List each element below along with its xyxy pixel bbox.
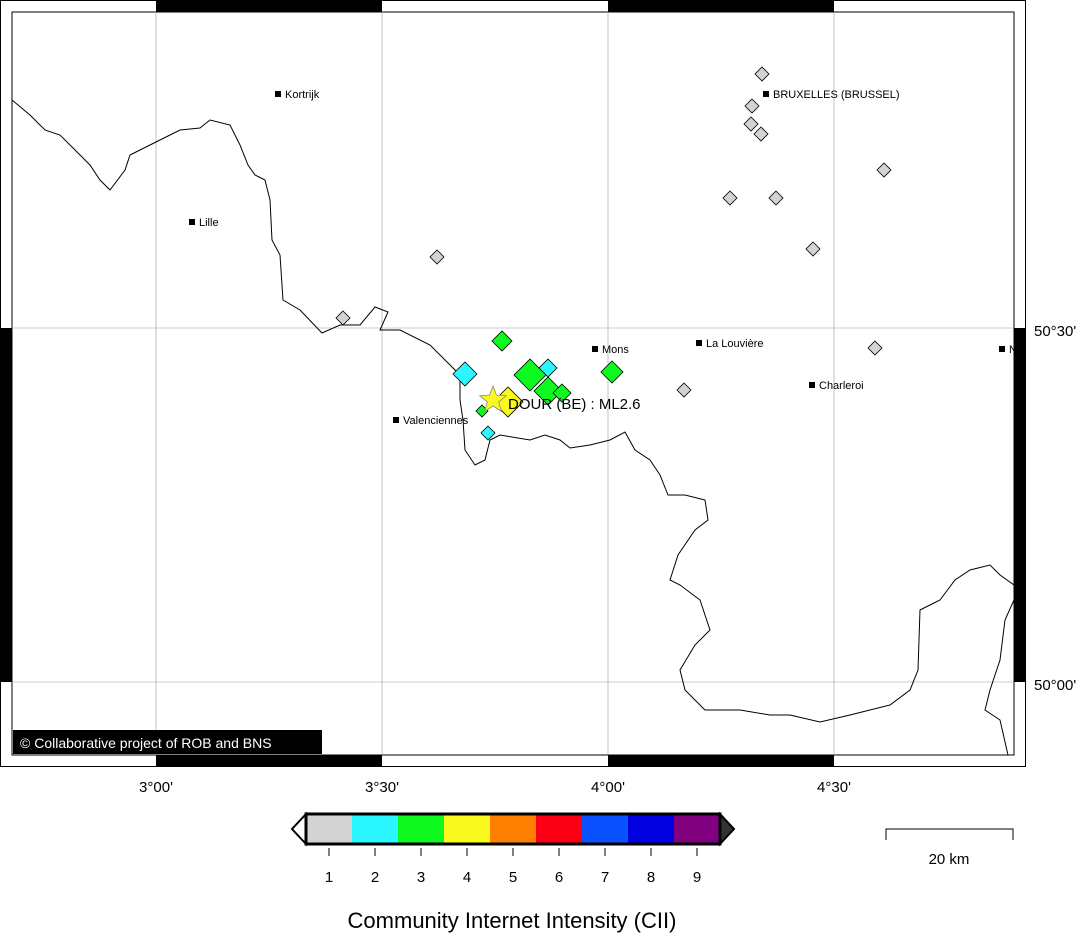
lon-label: 3°00': [139, 779, 173, 796]
scale-bar: [885, 828, 1014, 840]
intensity-report-diamond: [805, 241, 821, 257]
lon-label: 4°30': [817, 779, 851, 796]
intensity-report-diamond: [676, 382, 692, 398]
intensity-report-diamond: [744, 98, 760, 114]
intensity-report-diamond: [335, 310, 351, 326]
intensity-report-diamond: [480, 425, 496, 441]
legend-swatch: [398, 814, 444, 844]
lat-label: 50°30': [1034, 323, 1076, 340]
copyright-text: © Collaborative project of ROB and BNS: [20, 735, 272, 751]
intensity-report-diamond: [754, 66, 770, 82]
intensity-report-diamond: [743, 116, 759, 132]
border-line: [984, 599, 1014, 755]
intensity-report-diamond: [552, 383, 572, 403]
city-marker-icon: [763, 91, 769, 97]
lon-label: 3°30': [365, 779, 399, 796]
legend-label: 8: [647, 869, 655, 886]
city-label: Mons: [602, 344, 629, 356]
intensity-report-diamond: [867, 340, 883, 356]
epicenter-label: DOUR (BE) : ML2.6: [508, 396, 641, 413]
legend-swatch: [536, 814, 582, 844]
scale-bar-label: 20 km: [929, 851, 970, 868]
legend-border: [304, 812, 722, 846]
legend-label: 1: [325, 869, 333, 886]
cities: Kortrijk BRUXELLES (BRUSSEL) Lille Mons La L…: [189, 89, 1017, 427]
frame-bands: [1, 1, 1025, 766]
intensity-report-diamond: [429, 249, 445, 265]
intensity-reports: [335, 66, 892, 441]
city-label: Lille: [199, 217, 219, 229]
intensity-report-diamond: [876, 162, 892, 178]
intensity-report-diamond: [513, 358, 547, 392]
intensity-report-diamond: [491, 330, 513, 352]
city-label: N: [1009, 344, 1017, 356]
city-marker-icon: [275, 91, 281, 97]
legend-swatch: [582, 814, 628, 844]
city-marker-icon: [999, 346, 1005, 352]
epicenter-star-icon: [478, 384, 508, 413]
city-label: La Louvière: [706, 338, 764, 350]
legend-label: 9: [693, 869, 701, 886]
intensity-report-diamond: [722, 190, 738, 206]
copyright-box: [13, 730, 322, 754]
intensity-report-diamond: [533, 376, 563, 406]
legend-label: 5: [509, 869, 517, 886]
legend-label: 4: [463, 869, 471, 886]
legend-under-arrow: [290, 811, 307, 847]
city-marker-icon: [189, 219, 195, 225]
city-label: BRUXELLES (BRUSSEL): [773, 89, 900, 101]
country-borders: [12, 99, 1014, 755]
legend-over-arrow: [719, 811, 736, 847]
city-marker-icon: [592, 346, 598, 352]
legend-swatch: [306, 814, 352, 844]
legend-swatch: [352, 814, 398, 844]
city-marker-icon: [696, 340, 702, 346]
intensity-report-diamond: [753, 126, 769, 142]
graticule: [12, 12, 1014, 755]
city-label: Valenciennes: [403, 415, 469, 427]
intensity-report-diamond: [452, 361, 478, 387]
legend-label: 2: [371, 869, 379, 886]
color-legend: 1 2 3 4 5 6 7 8 9: [290, 811, 736, 886]
intensity-report-diamond: [600, 360, 624, 384]
legend-label: 7: [601, 869, 609, 886]
city-label: Charleroi: [819, 380, 864, 392]
lat-label: 50°00': [1034, 677, 1076, 694]
intensity-report-diamond: [768, 190, 784, 206]
city-label: Kortrijk: [285, 89, 320, 101]
legend-swatch: [490, 814, 536, 844]
map-frame-outer: [0, 0, 1026, 767]
map-frame-inner: [11, 11, 1015, 756]
legend-swatch: [444, 814, 490, 844]
border-line: [12, 99, 1014, 723]
legend-label: 3: [417, 869, 425, 886]
city-marker-icon: [809, 382, 815, 388]
legend-swatch: [628, 814, 674, 844]
lon-label: 4°00': [591, 779, 625, 796]
legend-label: 6: [555, 869, 563, 886]
legend-title: Community Internet Intensity (CII): [348, 908, 677, 933]
legend-swatch: [674, 814, 720, 844]
city-marker-icon: [393, 417, 399, 423]
